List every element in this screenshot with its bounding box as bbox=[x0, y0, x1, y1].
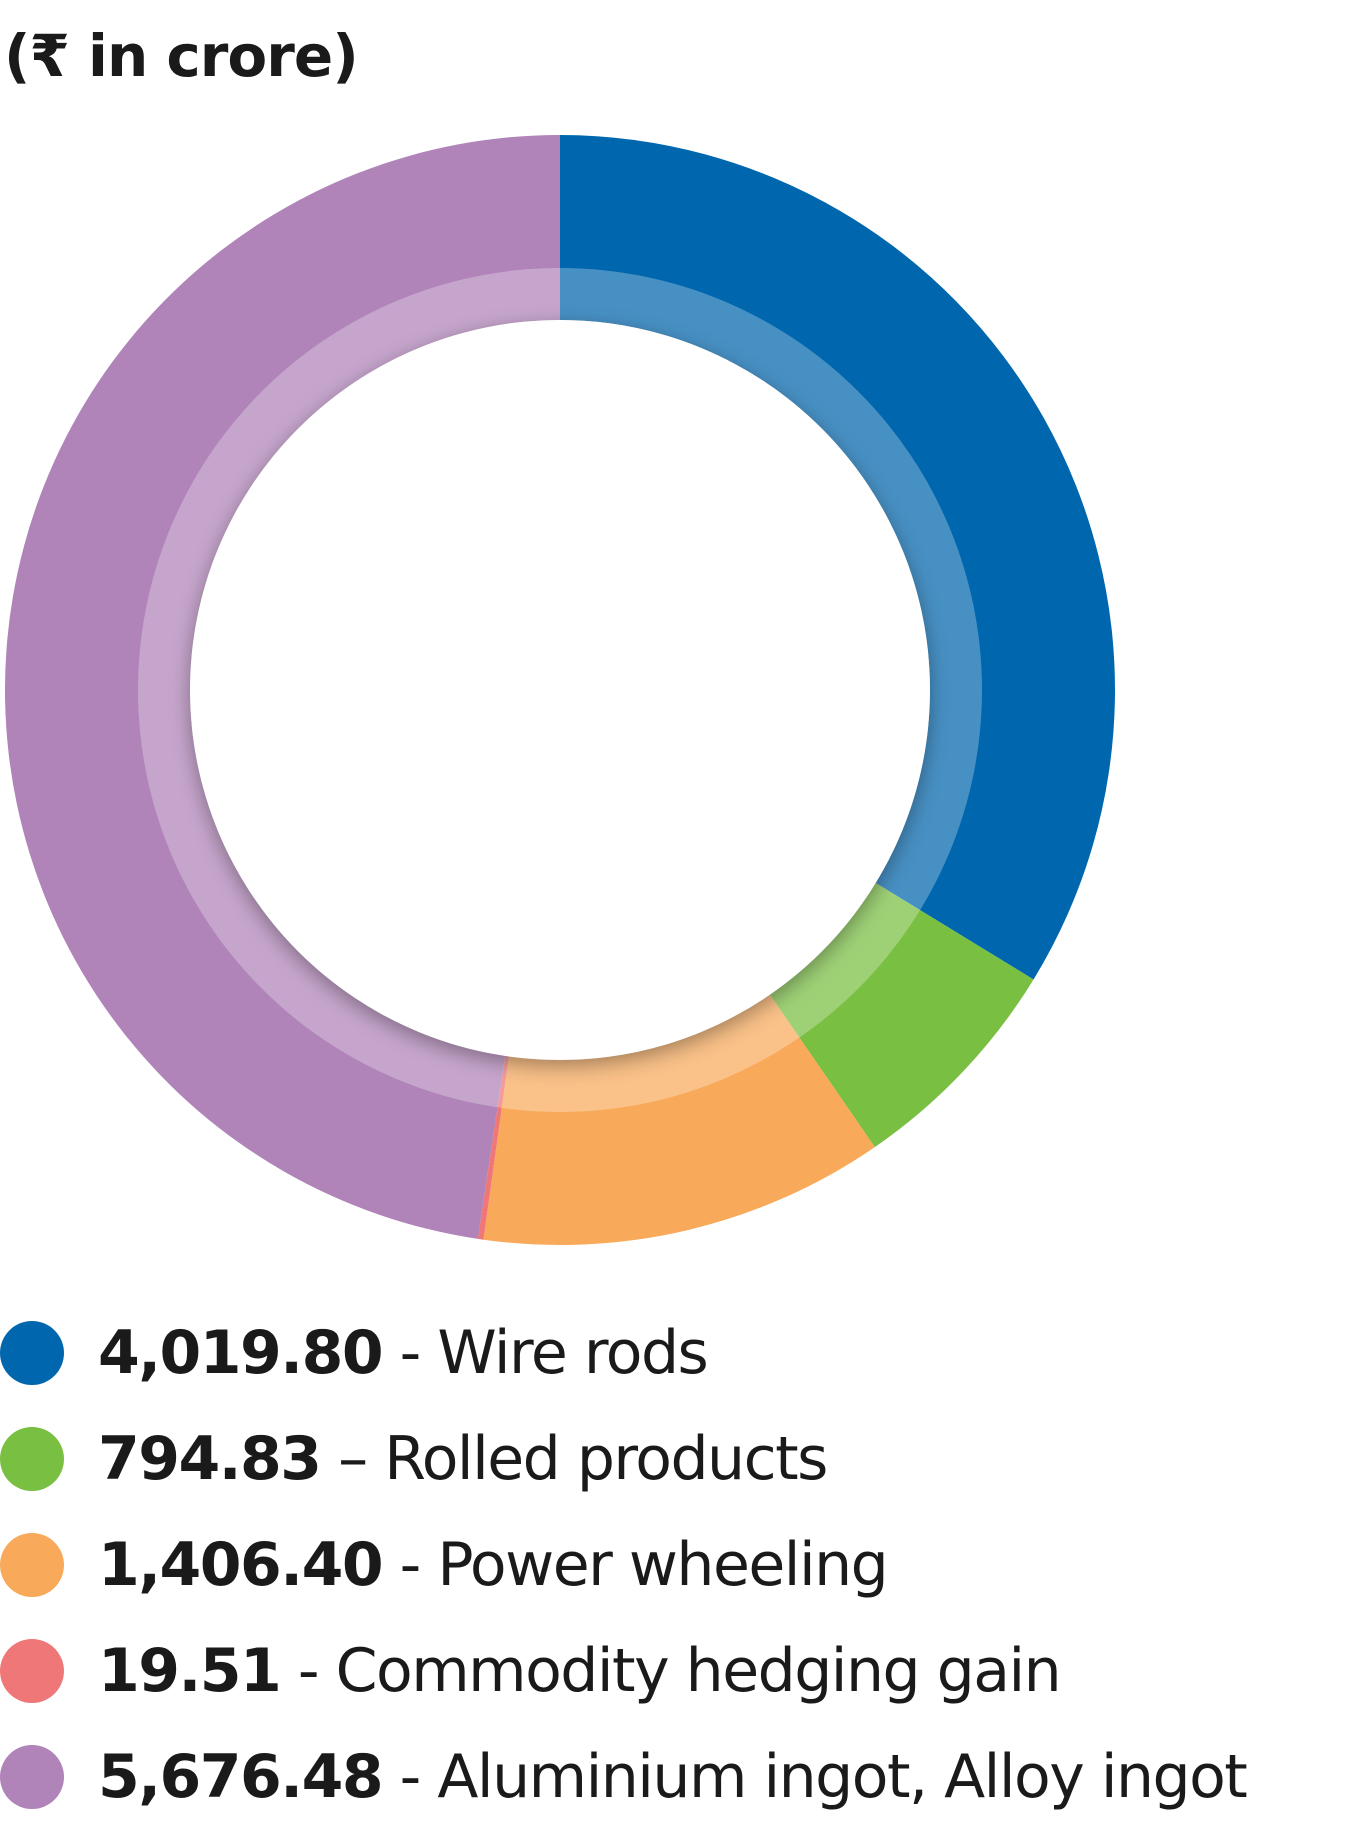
legend-value: 5,676.48 bbox=[98, 1742, 384, 1812]
legend-separator: - bbox=[382, 1318, 438, 1388]
legend-separator: - bbox=[280, 1636, 336, 1706]
legend-text: 1,406.40 - Power wheeling bbox=[98, 1535, 889, 1595]
legend-value: 1,406.40 bbox=[98, 1530, 384, 1600]
legend-item: 4,019.80 - Wire rods bbox=[0, 1300, 1353, 1406]
legend-item: 19.51 - Commodity hedging gain bbox=[0, 1618, 1353, 1724]
legend-separator: - bbox=[382, 1530, 438, 1600]
legend-swatch bbox=[0, 1745, 64, 1809]
slice-power-wheeling bbox=[483, 994, 875, 1245]
legend-swatch bbox=[0, 1321, 64, 1385]
legend-item: 5,676.48 - Aluminium ingot, Alloy ingot bbox=[0, 1724, 1353, 1830]
donut-slices bbox=[4, 135, 1115, 1245]
legend-swatch bbox=[0, 1639, 64, 1703]
donut-hole bbox=[190, 320, 930, 1060]
legend-value: 19.51 bbox=[98, 1636, 282, 1706]
legend-label: Rolled products bbox=[384, 1424, 828, 1494]
slice-wire-rods bbox=[560, 135, 1115, 980]
legend-swatch bbox=[0, 1533, 64, 1597]
slice-aluminium-ingot-alloy-ingot bbox=[4, 135, 560, 1239]
slice-commodity-hedging-gain bbox=[477, 1055, 509, 1240]
legend-item: 794.83 – Rolled products bbox=[0, 1406, 1353, 1512]
legend-value: 794.83 bbox=[98, 1424, 322, 1494]
legend-label: Power wheeling bbox=[437, 1530, 888, 1600]
legend-label: Commodity hedging gain bbox=[335, 1636, 1062, 1706]
legend-swatch bbox=[0, 1427, 64, 1491]
legend-item: 1,406.40 - Power wheeling bbox=[0, 1512, 1353, 1618]
slice-rolled-products bbox=[769, 882, 1034, 1148]
legend-text: 4,019.80 - Wire rods bbox=[98, 1323, 709, 1383]
legend-separator: - bbox=[382, 1742, 438, 1812]
legend-label: Wire rods bbox=[437, 1318, 708, 1388]
legend-text: 794.83 – Rolled products bbox=[98, 1429, 828, 1489]
legend-text: 19.51 - Commodity hedging gain bbox=[98, 1641, 1062, 1701]
chart-legend: 4,019.80 - Wire rods 794.83 – Rolled prod… bbox=[0, 1300, 1353, 1830]
unit-label: (₹ in crore) bbox=[4, 22, 359, 90]
legend-label: Aluminium ingot, Alloy ingot bbox=[437, 1742, 1247, 1812]
legend-separator: – bbox=[320, 1424, 385, 1494]
legend-text: 5,676.48 - Aluminium ingot, Alloy ingot bbox=[98, 1747, 1248, 1807]
donut-chart bbox=[4, 135, 1115, 1245]
legend-value: 4,019.80 bbox=[98, 1318, 384, 1388]
